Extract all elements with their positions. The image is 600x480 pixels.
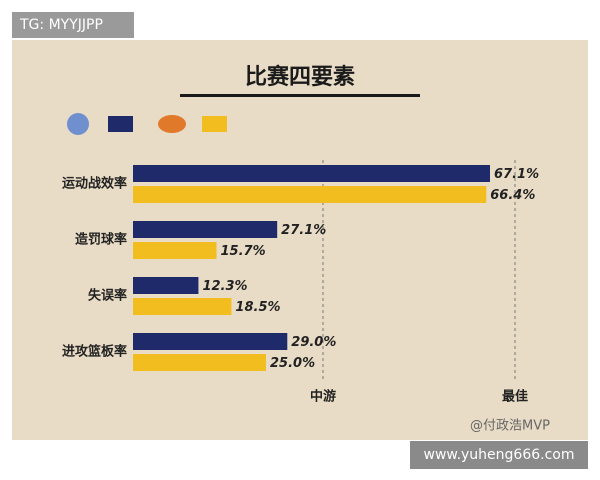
- chart-background: [12, 40, 588, 440]
- title-underline: [180, 94, 420, 97]
- watermark: TG: MYYJJPP: [19, 17, 103, 33]
- site-box: [410, 441, 588, 469]
- chart-title: 比赛四要素: [245, 64, 355, 90]
- team-logo: [67, 113, 89, 135]
- value-label: 29.0%: [291, 335, 336, 350]
- bar: [133, 277, 199, 294]
- bar: [133, 242, 217, 259]
- value-label: 27.1%: [281, 223, 326, 238]
- bar: [133, 165, 490, 182]
- legend: [67, 113, 227, 135]
- reference-label: 最佳: [502, 389, 528, 405]
- legend-swatch: [108, 116, 133, 132]
- value-label: 15.7%: [221, 244, 266, 259]
- team-logo: [158, 115, 186, 133]
- legend-swatch: [202, 116, 227, 132]
- value-label: 18.5%: [235, 300, 280, 315]
- value-label: 66.4%: [490, 188, 535, 203]
- bar: [133, 354, 267, 371]
- watermark-box: [12, 12, 134, 38]
- value-label: 25.0%: [270, 356, 315, 371]
- value-label: 12.3%: [202, 279, 247, 294]
- category-label: 造罚球率: [75, 232, 127, 248]
- bar: [133, 298, 232, 315]
- credit: @付政浩MVP: [470, 419, 550, 434]
- category-label: 失误率: [88, 288, 127, 304]
- site: www.yuheng666.com: [424, 447, 575, 463]
- category-label: 运动战效率: [62, 176, 127, 192]
- bar: [133, 186, 487, 203]
- bar: [133, 333, 288, 350]
- category-label: 进攻篮板率: [62, 344, 127, 360]
- bar: [133, 221, 278, 238]
- reference-label: 中游: [310, 389, 336, 405]
- value-label: 67.1%: [494, 167, 539, 182]
